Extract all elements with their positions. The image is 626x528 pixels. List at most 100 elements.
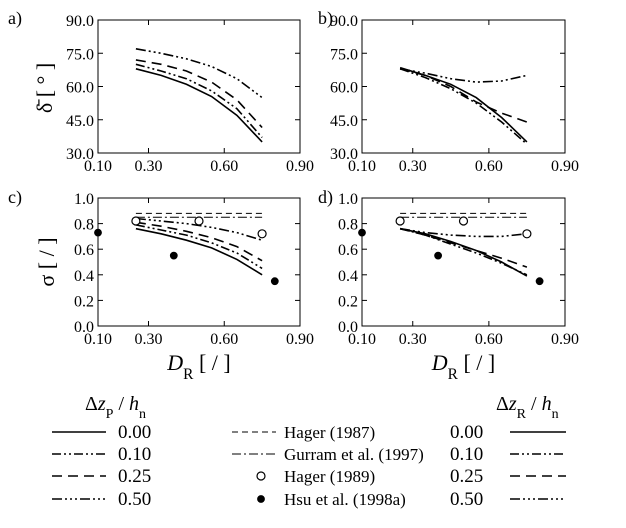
- y-tick-label: 30.0: [66, 146, 94, 163]
- series-line: [135, 227, 263, 276]
- data-point-filled: [434, 251, 443, 260]
- data-point-filled: [169, 251, 178, 260]
- x-tick-label: 0.10: [84, 331, 112, 348]
- legend-left-label: 0.00: [118, 422, 151, 443]
- y-tick-label: 0.0: [74, 319, 94, 336]
- legend-middle-label: Hager (1987): [284, 423, 375, 442]
- panel-label-a: a): [8, 8, 22, 29]
- y-tick-label: 60.0: [330, 80, 358, 97]
- axes-frame-a: [97, 19, 301, 154]
- y-tick-label: 45.0: [330, 113, 358, 130]
- panel-b: b) 0.10 0.30 0.60 0.90 30.0 45.0 60.0 75.0 90.0: [318, 8, 579, 175]
- y-tick-label: 0.6: [74, 242, 94, 259]
- x-tick-label: 0.30: [135, 331, 163, 348]
- data-point-filled: [358, 228, 366, 237]
- y-tick-label: 0.8: [338, 217, 358, 234]
- legend-marker-filled: [257, 495, 265, 503]
- y-tick-label: 75.0: [330, 46, 358, 63]
- y-tick-label: 0.4: [338, 268, 358, 285]
- legend-left-label: 0.10: [118, 444, 151, 465]
- y-tick-label: 0.2: [74, 293, 94, 310]
- data-point-open: [194, 216, 204, 226]
- legend-right-label: 0.00: [450, 422, 483, 443]
- y-tick-label: 1.0: [338, 191, 358, 208]
- legend-middle-label: Hager (1989): [284, 467, 375, 486]
- axes-frame-b: [361, 19, 566, 154]
- y-tick-label: 30.0: [330, 146, 358, 163]
- data-point-open: [131, 216, 141, 226]
- chart-panels: a) 0.10 0.30 0.60 0.90 30.0 45.0 60.0 75.0 90.0 δ̄…: [8, 8, 579, 383]
- legend-left-title: ΔzP / hn: [85, 393, 146, 422]
- legend-right-label: 0.50: [450, 489, 483, 510]
- x-tick-label: 0.90: [551, 331, 579, 348]
- x-axis-label: DR [ / ]: [166, 350, 230, 383]
- y-tick-label: 0.0: [338, 319, 358, 336]
- legend-right-title: ΔzR / hn: [496, 393, 559, 422]
- x-tick-label: 0.60: [210, 158, 238, 175]
- axes-frame-d: [361, 197, 566, 327]
- x-tick-label: 0.90: [551, 158, 579, 175]
- series-line: [135, 59, 263, 129]
- x-tick-label: 0.90: [286, 331, 314, 348]
- series-line: [135, 48, 263, 99]
- y-tick-label: 0.2: [338, 293, 358, 310]
- x-tick-label: 0.10: [348, 158, 376, 175]
- series-line: [135, 63, 263, 139]
- x-tick-label: 0.10: [348, 331, 376, 348]
- y-tick-label: 0.8: [74, 217, 94, 234]
- legend-middle-label: Hsu et al. (1998a): [284, 490, 406, 509]
- series-line: [399, 68, 528, 83]
- y-axis-label: σ [ / ]: [34, 237, 59, 286]
- x-tick-label: 0.60: [210, 331, 238, 348]
- axes-frame-c: [97, 197, 301, 327]
- x-tick-label: 0.30: [399, 158, 427, 175]
- series-line: [399, 227, 527, 238]
- series-line: [135, 221, 263, 262]
- y-tick-label: 75.0: [66, 46, 94, 63]
- legend-middle-label: Gurram et al. (1997): [284, 445, 424, 464]
- panel-c: c) 0.10 0.30 0.60 0.90 0.0 0.2 0.4 0.6 0.8 1.0 σ [ …: [8, 187, 314, 383]
- series-line: [399, 227, 528, 268]
- data-point-filled: [270, 277, 279, 286]
- y-tick-label: 60.0: [66, 80, 94, 97]
- legend-right-label: 0.25: [450, 466, 483, 487]
- x-tick-label: 0.30: [135, 158, 163, 175]
- series-line: [135, 68, 263, 143]
- x-tick-label: 0.10: [84, 158, 112, 175]
- panel-label-d: d): [318, 187, 333, 208]
- data-point-open: [458, 216, 469, 226]
- x-tick-label: 0.30: [399, 331, 427, 348]
- legend-marker-open: [256, 471, 266, 481]
- data-point-filled: [94, 228, 102, 237]
- legend-left-label: 0.25: [118, 466, 151, 487]
- x-tick-label: 0.90: [286, 158, 314, 175]
- panel-label-c: c): [8, 187, 22, 208]
- data-point-filled: [535, 277, 544, 286]
- data-point-open: [522, 229, 532, 239]
- y-tick-label: 1.0: [74, 191, 94, 208]
- x-axis-label: DR [ / ]: [431, 350, 495, 383]
- series-line: [399, 227, 528, 276]
- x-tick-label: 0.60: [475, 331, 503, 348]
- y-axis-label-text: δ̄ [ ° ]: [32, 63, 57, 113]
- y-axis-label-text: σ [ / ]: [34, 237, 59, 286]
- panel-label-b: b): [318, 8, 333, 29]
- legend-right-label: 0.10: [450, 444, 483, 465]
- y-tick-label: 45.0: [66, 113, 94, 130]
- x-tick-label: 0.60: [475, 158, 503, 175]
- series-line: [399, 68, 528, 145]
- y-tick-label: 90.0: [66, 13, 94, 30]
- panel-a: a) 0.10 0.30 0.60 0.90 30.0 45.0 60.0 75.0 90.0 δ̄…: [8, 8, 314, 175]
- data-point-open: [257, 229, 267, 239]
- legend: ΔzP / hn ΔzR / hn0.000.100.250.500.000.10…: [52, 393, 566, 510]
- series-line: [399, 68, 528, 123]
- panel-d: d) 0.10 0.30 0.60 0.90 0.0 0.2 0.4 0.6 0.8 1.0 DR […: [318, 187, 579, 383]
- y-axis-label: δ̄ [ ° ]: [32, 63, 57, 113]
- y-tick-label: 90.0: [330, 13, 358, 30]
- legend-left-label: 0.50: [118, 489, 151, 510]
- series-line: [399, 66, 528, 143]
- series-line: [135, 224, 263, 270]
- data-point-open: [395, 216, 405, 226]
- y-tick-label: 0.6: [338, 242, 358, 259]
